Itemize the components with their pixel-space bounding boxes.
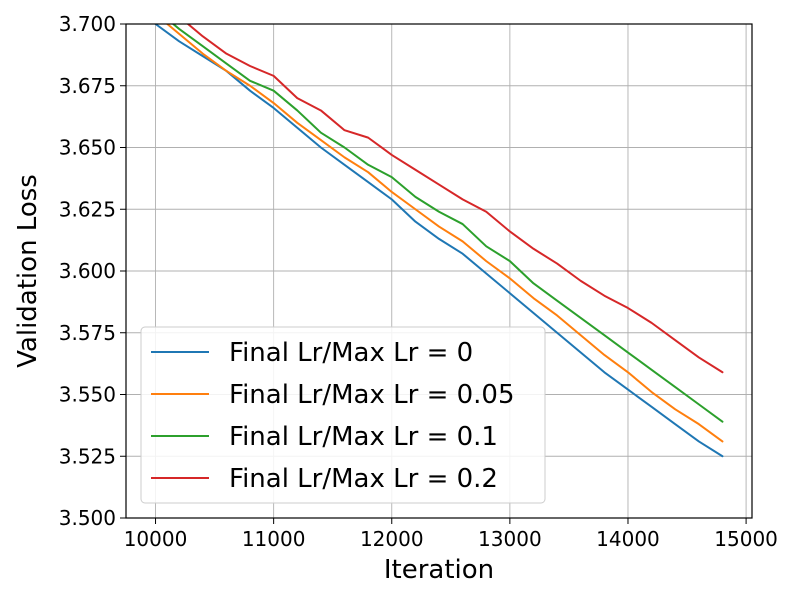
x-tick-label: 11000 [242, 527, 306, 551]
legend-frame [140, 326, 546, 504]
y-tick-label: 3.650 [59, 136, 116, 160]
legend: Final Lr/Max Lr = 0 Final Lr/Max Lr = 0.… [140, 326, 546, 504]
legend-label-1: Final Lr/Max Lr = 0.05 [229, 380, 515, 410]
y-axis-title: Validation Loss [13, 174, 43, 368]
x-tick-label: 10000 [124, 527, 188, 551]
y-tick-label: 3.550 [59, 383, 116, 407]
y-tick-label: 3.625 [59, 197, 116, 221]
series-line-0 [154, 24, 724, 458]
legend-label-3: Final Lr/Max Lr = 0.2 [229, 464, 498, 494]
x-tick-label: 14000 [596, 527, 660, 551]
series-lines [154, 24, 724, 458]
series-line-3 [186, 24, 724, 374]
legend-label-0: Final Lr/Max Lr = 0 [229, 338, 473, 368]
x-axis-title: Iteration [384, 555, 494, 585]
x-tick-label: 13000 [478, 527, 542, 551]
series-line-2 [171, 24, 724, 423]
y-tick-label: 3.500 [59, 506, 116, 530]
x-tick-label: 12000 [360, 527, 424, 551]
series-line-1 [165, 24, 724, 443]
y-tick-label: 3.525 [59, 444, 116, 468]
x-tick-label: 15000 [714, 527, 778, 551]
axis-ticks: 10000 11000 12000 13000 14000 15000 3.500 3.525… [59, 12, 778, 551]
legend-label-2: Final Lr/Max Lr = 0.1 [229, 422, 498, 452]
y-tick-label: 3.600 [59, 259, 116, 283]
y-tick-label: 3.575 [59, 321, 116, 345]
y-tick-label: 3.700 [59, 12, 116, 36]
y-tick-label: 3.675 [59, 74, 116, 98]
